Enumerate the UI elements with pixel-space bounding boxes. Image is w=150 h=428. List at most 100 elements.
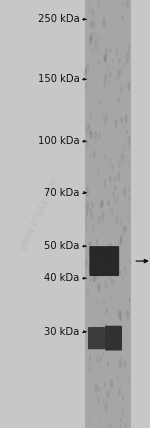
Circle shape [123, 142, 125, 149]
Circle shape [115, 361, 117, 369]
Circle shape [92, 118, 93, 120]
Circle shape [85, 158, 87, 165]
FancyBboxPatch shape [89, 246, 119, 276]
Circle shape [99, 252, 100, 256]
Circle shape [114, 12, 116, 18]
Circle shape [101, 366, 103, 371]
Circle shape [124, 268, 127, 276]
Circle shape [110, 340, 112, 345]
Circle shape [126, 3, 128, 10]
Circle shape [90, 207, 93, 214]
Circle shape [94, 40, 98, 50]
Circle shape [128, 135, 131, 146]
Circle shape [104, 19, 106, 28]
Circle shape [90, 131, 92, 139]
Circle shape [101, 211, 105, 221]
Circle shape [119, 358, 122, 368]
Circle shape [104, 179, 106, 187]
Text: 30 kDa: 30 kDa [44, 327, 80, 337]
Circle shape [127, 329, 128, 332]
Circle shape [107, 65, 108, 68]
Circle shape [92, 8, 94, 17]
Circle shape [96, 322, 100, 331]
Circle shape [112, 183, 113, 186]
Circle shape [111, 208, 113, 214]
Circle shape [106, 55, 107, 58]
Circle shape [90, 269, 93, 276]
Circle shape [95, 167, 98, 174]
Circle shape [99, 417, 101, 422]
Circle shape [126, 276, 128, 279]
Circle shape [100, 349, 103, 357]
Circle shape [115, 396, 116, 401]
Circle shape [84, 68, 87, 78]
Circle shape [105, 340, 108, 349]
Circle shape [117, 331, 118, 334]
Circle shape [111, 339, 113, 346]
Circle shape [126, 175, 128, 182]
Circle shape [118, 160, 121, 169]
Circle shape [91, 47, 94, 55]
Circle shape [125, 376, 127, 381]
Circle shape [94, 136, 97, 144]
Circle shape [86, 126, 89, 135]
Circle shape [86, 141, 89, 149]
Circle shape [127, 253, 130, 261]
Text: 70 kDa: 70 kDa [44, 187, 80, 198]
Circle shape [103, 181, 106, 190]
Circle shape [122, 331, 124, 339]
Circle shape [90, 155, 91, 159]
FancyBboxPatch shape [105, 326, 122, 351]
Circle shape [105, 250, 106, 254]
Circle shape [88, 123, 90, 130]
Circle shape [104, 402, 108, 412]
Circle shape [97, 47, 100, 56]
Circle shape [113, 404, 114, 407]
Circle shape [86, 127, 87, 131]
Circle shape [116, 216, 118, 224]
Circle shape [123, 225, 126, 234]
Circle shape [120, 316, 122, 322]
Circle shape [86, 258, 88, 261]
Circle shape [108, 80, 110, 84]
Circle shape [85, 259, 88, 268]
Circle shape [99, 62, 100, 65]
Circle shape [90, 37, 92, 45]
Circle shape [108, 421, 110, 427]
Circle shape [124, 62, 125, 66]
Circle shape [107, 363, 108, 366]
Circle shape [97, 417, 99, 422]
Circle shape [98, 34, 100, 43]
Circle shape [114, 184, 116, 190]
Circle shape [86, 187, 89, 197]
Circle shape [115, 243, 116, 247]
Circle shape [118, 10, 122, 21]
Circle shape [128, 377, 130, 382]
Circle shape [128, 163, 130, 169]
Circle shape [97, 105, 99, 112]
Circle shape [113, 262, 115, 269]
Circle shape [97, 333, 98, 336]
Circle shape [93, 276, 95, 282]
Circle shape [120, 221, 122, 226]
Circle shape [87, 64, 89, 71]
Circle shape [93, 261, 95, 267]
Circle shape [95, 356, 97, 363]
Circle shape [104, 54, 106, 62]
Circle shape [106, 389, 109, 399]
Circle shape [96, 48, 98, 55]
Circle shape [120, 418, 121, 422]
Circle shape [122, 0, 125, 7]
Circle shape [122, 151, 126, 161]
Text: 100 kDa: 100 kDa [38, 136, 80, 146]
Circle shape [124, 266, 125, 270]
Circle shape [122, 394, 124, 400]
Circle shape [86, 140, 87, 145]
Circle shape [104, 73, 107, 82]
Circle shape [122, 16, 123, 21]
Circle shape [123, 101, 125, 105]
Circle shape [88, 420, 90, 425]
Circle shape [89, 36, 91, 43]
Circle shape [92, 224, 94, 231]
Circle shape [91, 301, 92, 306]
